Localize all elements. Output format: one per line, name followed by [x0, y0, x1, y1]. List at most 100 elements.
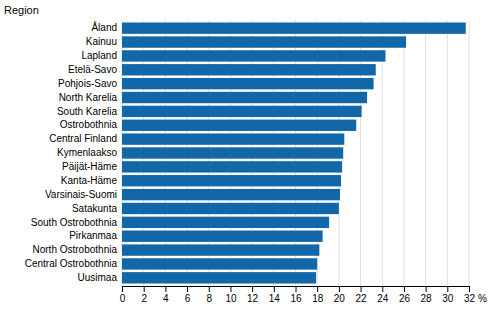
bar — [122, 175, 341, 186]
bars — [122, 22, 466, 283]
x-tick-mark — [274, 286, 275, 292]
y-tick-label: Etelä-Savo — [68, 64, 117, 75]
x-tick: 10 — [225, 286, 237, 304]
bar — [122, 78, 374, 89]
bar — [122, 258, 317, 269]
x-tick: 14 — [269, 286, 281, 304]
y-tick-label: Uusimaa — [78, 272, 118, 283]
x-tick: 2 — [141, 286, 147, 304]
bar — [122, 203, 339, 214]
y-tick-label: Lapland — [81, 50, 117, 61]
y-tick-label: Central Ostrobothnia — [25, 258, 118, 269]
x-tick: 0 — [120, 286, 126, 304]
grid-line — [425, 20, 426, 286]
x-tick-label: 22 — [356, 293, 368, 304]
x-tick: 8 — [206, 286, 212, 304]
x-tick-mark — [187, 286, 188, 292]
x-tick-mark — [447, 286, 448, 292]
x-tick-label: 12 — [247, 293, 259, 304]
x-axis-title: % — [478, 293, 487, 304]
x-tick: 4 — [163, 286, 169, 304]
plot: 02468101214161820222426283032UusimaaCent… — [25, 20, 487, 304]
bar — [122, 147, 343, 158]
x-tick-mark — [144, 286, 145, 292]
grid-line — [403, 20, 404, 286]
x-tick-label: 14 — [269, 293, 281, 304]
x-tick: 24 — [377, 286, 389, 304]
x-tick: 20 — [334, 286, 346, 304]
x-tick-label: 0 — [120, 293, 126, 304]
y-tick: Satakunta — [72, 203, 122, 214]
y-tick: North Karelia — [59, 92, 122, 103]
x-tick-label: 30 — [442, 293, 454, 304]
y-tick: Ostrobothnia — [60, 119, 122, 130]
x-tick: 28 — [421, 286, 433, 304]
x-tick-mark — [209, 286, 210, 292]
x-tick-label: 24 — [377, 293, 389, 304]
bar — [122, 161, 342, 172]
y-tick-label: Kymenlaakso — [57, 147, 117, 158]
x-tick-label: 16 — [290, 293, 302, 304]
bar — [122, 272, 316, 283]
y-tick-label: Kainuu — [86, 36, 117, 47]
bar — [122, 64, 376, 75]
bar — [122, 92, 367, 103]
y-tick-label: South Ostrobothnia — [31, 217, 118, 228]
y-axis: Uusimaa Central Ostrobothnia North Ostrobo… — [25, 21, 122, 283]
x-tick-label: 2 — [141, 293, 147, 304]
y-tick-label: Pirkanmaa — [69, 230, 117, 241]
y-axis-title: Region — [4, 4, 39, 16]
x-tick: 30 — [442, 286, 454, 304]
y-tick-label: Central Finland — [49, 133, 117, 144]
y-tick-label: North Ostrobothnia — [33, 244, 118, 255]
x-tick-mark — [296, 286, 297, 292]
bar — [122, 50, 386, 61]
y-tick-label: Pohjois-Savo — [58, 78, 117, 89]
x-tick-mark — [230, 286, 231, 292]
x-tick-mark — [382, 286, 383, 292]
x-axis: 02468101214161820222426283032 — [120, 286, 476, 304]
bar — [122, 36, 406, 47]
x-tick-label: 4 — [163, 293, 169, 304]
x-tick-mark — [165, 286, 166, 292]
y-tick-label: Ostrobothnia — [60, 119, 118, 130]
x-tick-mark — [339, 286, 340, 292]
bar — [122, 217, 329, 228]
y-tick: Åland — [91, 21, 122, 33]
bar — [122, 22, 466, 33]
x-tick: 18 — [312, 286, 324, 304]
x-tick-mark — [252, 286, 253, 292]
bar — [122, 133, 344, 144]
x-tick-label: 18 — [312, 293, 324, 304]
y-tick: Pirkanmaa — [69, 230, 122, 241]
x-tick-mark — [426, 286, 427, 292]
y-tick-label: Varsinais-Suomi — [45, 189, 117, 200]
y-tick-label: Kanta-Häme — [61, 175, 118, 186]
y-tick: Central Ostrobothnia — [25, 258, 122, 269]
y-tick: Varsinais-Suomi — [45, 189, 122, 200]
y-tick: Kainuu — [86, 36, 122, 47]
bar — [122, 231, 323, 242]
bar — [122, 244, 319, 255]
grid-line — [469, 20, 470, 286]
y-tick-label: Åland — [91, 21, 117, 33]
x-tick-label: 32 — [464, 293, 476, 304]
y-tick: North Ostrobothnia — [33, 244, 123, 255]
y-tick: South Ostrobothnia — [31, 217, 122, 228]
x-tick-label: 6 — [185, 293, 191, 304]
x-tick-mark — [404, 286, 405, 292]
grid — [122, 20, 469, 286]
y-tick: Uusimaa — [78, 272, 122, 283]
grid-line — [447, 20, 448, 286]
y-tick: Lapland — [81, 50, 122, 61]
x-tick: 26 — [399, 286, 411, 304]
chart-container: 02468101214161820222426283032UusimaaCent… — [0, 0, 491, 310]
chart-svg: 02468101214161820222426283032UusimaaCent… — [0, 0, 491, 310]
x-tick-mark — [361, 286, 362, 292]
x-tick: 32 — [464, 286, 476, 304]
x-axis-line — [123, 287, 470, 293]
x-tick-mark — [122, 286, 123, 292]
y-tick: Central Finland — [49, 133, 122, 144]
x-tick-label: 10 — [225, 293, 237, 304]
y-tick-label: South Karelia — [57, 106, 117, 117]
